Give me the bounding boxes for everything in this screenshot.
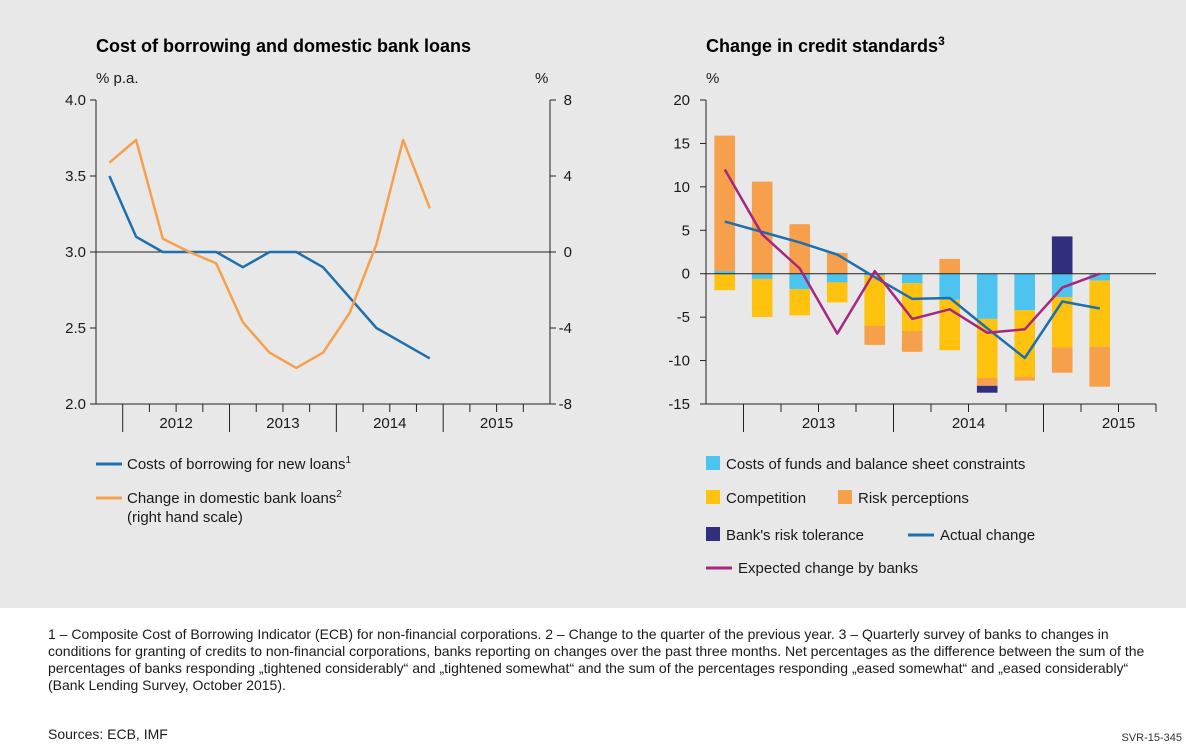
y-tick-label: -5	[677, 309, 690, 326]
figure-code: SVR-15-345	[1121, 732, 1182, 744]
legend-label-borrowing: Costs of borrowing for new loans1	[127, 455, 351, 473]
bar-segment	[714, 135, 735, 272]
legend-label-expected: Expected change by banks	[738, 560, 918, 577]
bar-segment	[751, 273, 773, 279]
bar-segment	[1014, 377, 1035, 381]
legend-note-right-scale: (right hand scale)	[127, 509, 243, 526]
actual-change-line	[724, 220, 1101, 360]
bar-segment	[939, 299, 960, 351]
bar-segment	[1014, 310, 1035, 378]
x-tick-label: 2015	[480, 415, 513, 432]
y-axis-unit: %	[706, 70, 719, 87]
credit-standards-chart: Change in credit standards3 % 20151050-5…	[668, 34, 1157, 577]
bar-segment	[1051, 236, 1073, 274]
legend-swatch-competition	[706, 490, 720, 504]
legend-label-competition: Competition	[726, 490, 806, 507]
bar-segment	[1089, 280, 1110, 347]
legend-swatch-risk	[838, 490, 852, 504]
expected-change-line	[723, 168, 1101, 335]
sources: Sources: ECB, IMF	[48, 726, 168, 742]
legend-label-risk: Risk perceptions	[858, 490, 969, 507]
footnotes: 1 – Composite Cost of Borrowing Indicato…	[48, 626, 1145, 693]
y-tick-label: 20	[673, 92, 690, 109]
bar-segment	[714, 273, 735, 291]
bar-segment	[1051, 347, 1073, 373]
y-tick-label: -10	[668, 353, 690, 370]
chart-title: Cost of borrowing and domestic bank loan…	[96, 36, 471, 56]
legend-swatch-tolerance	[706, 527, 720, 541]
legend-label-actual: Actual change	[940, 527, 1035, 544]
left-tick-label: 2.0	[65, 396, 86, 413]
bank-loans-line	[108, 138, 431, 370]
bar-segment	[789, 289, 810, 316]
borrowing-cost-line	[108, 175, 431, 360]
bar-segment	[751, 181, 773, 274]
y-tick-label: 15	[673, 135, 690, 152]
left-tick-label: 3.5	[65, 168, 86, 185]
x-tick-label: 2015	[1102, 415, 1135, 432]
bar-segment	[901, 273, 923, 284]
legend-swatch-costs	[706, 456, 720, 470]
y-tick-label: 10	[673, 179, 690, 196]
bar-segment	[826, 252, 848, 274]
legend-label-costs: Costs of funds and balance sheet constra…	[726, 456, 1025, 473]
right-tick-label: 8	[564, 92, 572, 109]
legend-label-loans: Change in domestic bank loans2	[127, 489, 342, 507]
left-axis-unit: % p.a.	[96, 70, 139, 87]
bar-segment	[864, 273, 885, 276]
y-tick-label: -15	[668, 396, 690, 413]
right-tick-label: 4	[564, 168, 572, 185]
bar-segment	[976, 385, 998, 393]
bar-segment	[939, 273, 960, 300]
bar-segment	[1051, 297, 1073, 348]
bar-segment	[864, 325, 885, 345]
bar-segment	[976, 273, 998, 319]
right-axis-unit: %	[535, 70, 548, 87]
bar-segment	[1014, 273, 1035, 311]
bar-segment	[901, 283, 923, 332]
y-tick-label: 5	[682, 222, 690, 239]
chart-title: Change in credit standards3	[706, 34, 945, 56]
bar-segment	[751, 278, 773, 318]
left-tick-label: 4.0	[65, 92, 86, 109]
bar-segment	[826, 273, 848, 283]
x-tick-label: 2014	[952, 415, 985, 432]
bar-segment	[1051, 273, 1073, 298]
borrowing-chart: Cost of borrowing and domestic bank loan…	[65, 36, 572, 526]
bar-segment	[901, 331, 923, 352]
bar-segment	[714, 271, 735, 274]
bar-segment	[789, 224, 810, 274]
bar-segment	[826, 282, 848, 303]
legend-label-tolerance: Bank's risk tolerance	[726, 527, 864, 544]
bar-segment	[1089, 273, 1110, 281]
bar-segment	[976, 377, 998, 386]
bar-segment	[1089, 346, 1110, 387]
bar-segment	[864, 275, 885, 326]
x-tick-label: 2012	[159, 415, 192, 432]
right-tick-label: 0	[564, 244, 572, 261]
x-tick-label: 2013	[266, 415, 299, 432]
x-tick-label: 2014	[373, 415, 406, 432]
bar-segment	[939, 258, 960, 274]
left-tick-label: 3.0	[65, 244, 86, 261]
right-tick-label: -8	[559, 396, 572, 413]
left-tick-label: 2.5	[65, 320, 86, 337]
y-tick-label: 0	[682, 266, 690, 283]
right-tick-label: -4	[559, 320, 572, 337]
x-tick-label: 2013	[802, 415, 835, 432]
